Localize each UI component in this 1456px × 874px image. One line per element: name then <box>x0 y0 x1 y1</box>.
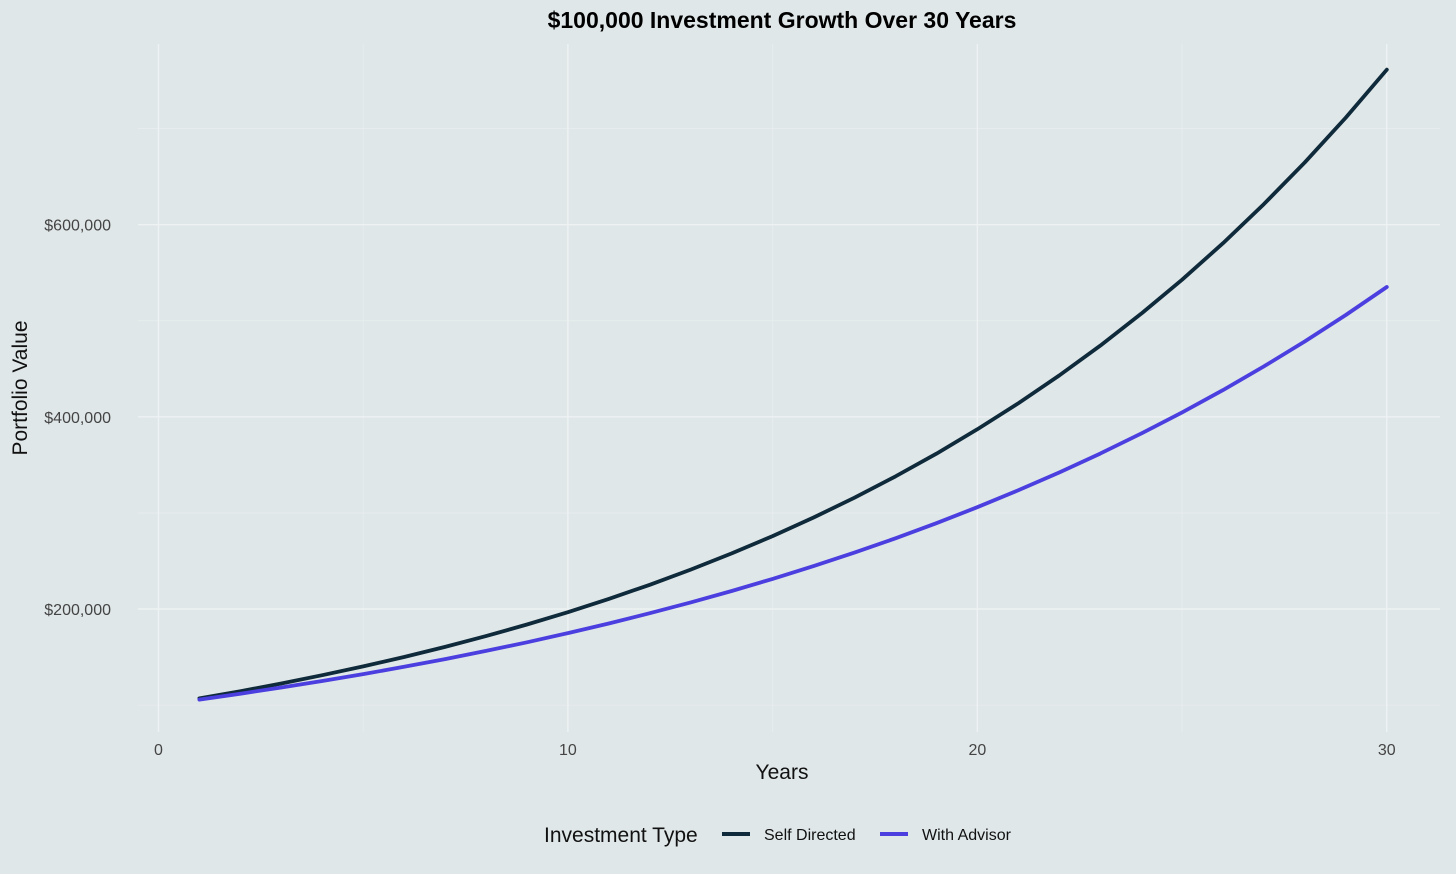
legend-title: Investment Type <box>544 824 698 847</box>
x-tick-label: 10 <box>559 742 577 759</box>
legend: Investment Type Self Directed With Adviso… <box>544 824 1012 847</box>
x-tick-label: 20 <box>968 742 986 759</box>
legend-label-with-advisor: With Advisor <box>922 827 1012 844</box>
series-line-self-directed <box>197 67 1389 701</box>
x-tick-label: 30 <box>1378 742 1396 759</box>
legend-label-self-directed: Self Directed <box>764 827 856 844</box>
y-axis-title: Portfolio Value <box>9 320 32 455</box>
x-tick-label: 0 <box>154 742 163 759</box>
x-axis-title: Years <box>756 761 809 784</box>
chart-title: $100,000 Investment Growth Over 30 Years <box>548 7 1017 33</box>
y-tick-label: $200,000 <box>44 602 111 619</box>
y-tick-label: $600,000 <box>44 218 111 235</box>
series-line-with-advisor <box>197 285 1389 702</box>
y-tick-label: $400,000 <box>44 410 111 427</box>
axes: 0 10 20 30 $200,000 $400,000 $600,000 <box>44 218 1396 759</box>
grid <box>138 44 1440 732</box>
series-lines <box>197 67 1389 702</box>
